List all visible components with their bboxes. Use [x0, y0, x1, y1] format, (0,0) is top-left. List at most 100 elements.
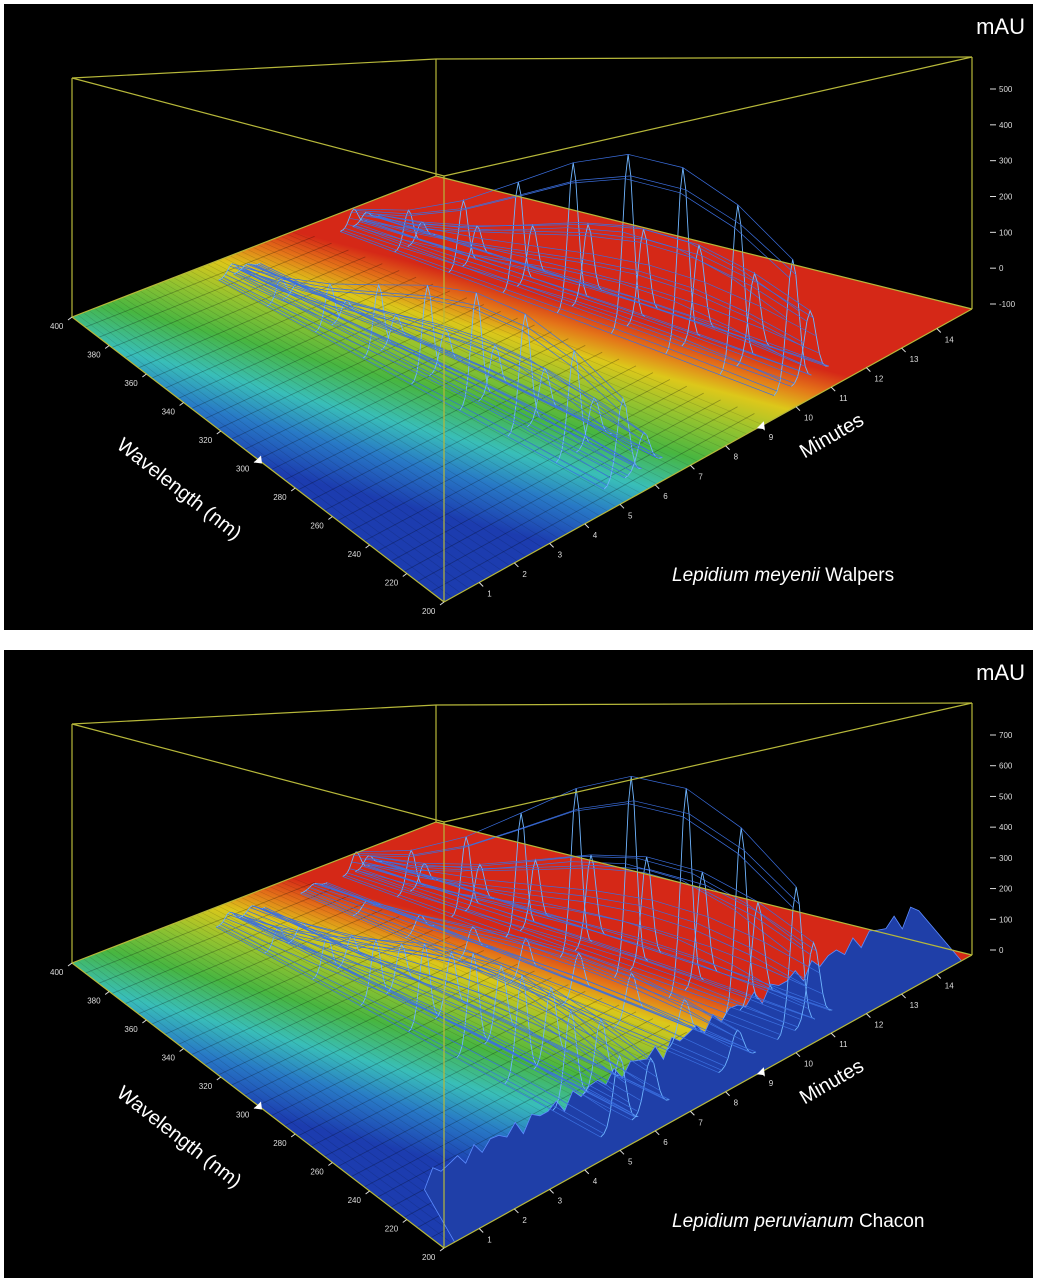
wavelength-tick-label: 200 — [422, 607, 436, 616]
wavelength-gridline — [85, 236, 315, 328]
wavelength-cursor-marker — [254, 1101, 262, 1110]
wavelength-tick — [179, 1048, 184, 1052]
wavelength-tick-label: 400 — [50, 968, 64, 977]
wavelength-gridline — [231, 956, 501, 1086]
minutes-tick — [690, 1110, 695, 1116]
minutes-tick — [690, 464, 695, 470]
wavelength-gridline — [191, 936, 451, 1055]
peak-mesh-line — [235, 272, 629, 476]
z-axis-unit-label: mAU — [976, 660, 1025, 685]
species-caption: Lepidium peruvianum Chacon — [672, 1211, 924, 1233]
species-author: Chacon — [858, 1211, 925, 1232]
wavelength-gridline — [138, 263, 383, 369]
wavelength-gridline — [204, 943, 468, 1066]
wavelength-tick-label: 320 — [199, 1082, 213, 1091]
minutes-tick — [795, 406, 801, 412]
peak-mesh-line — [379, 215, 829, 367]
peak-mesh-line — [356, 223, 798, 378]
minutes-tick-label: 3 — [558, 1196, 563, 1205]
peak-mesh-line — [256, 906, 658, 1078]
wavelength-tick-label: 320 — [199, 436, 213, 445]
wavelength-gridline — [403, 399, 721, 572]
minutes-tick — [901, 993, 906, 999]
minutes-tick-label: 11 — [839, 1040, 848, 1049]
mau-tick-label: 0 — [999, 264, 1004, 273]
mau-tick-label: 0 — [999, 946, 1004, 955]
peak-mesh-line — [251, 263, 651, 445]
peak-mesh-line — [346, 223, 784, 357]
mau-tick-label: 400 — [999, 121, 1013, 130]
time-gridline — [162, 281, 576, 530]
time-gridline — [133, 938, 535, 1199]
chromatogram-peak-3 — [352, 211, 829, 387]
peak-mesh-line — [370, 214, 817, 337]
wavelength-cursor-marker — [254, 455, 262, 464]
wavelength-gridline — [350, 1018, 654, 1178]
chart-panel-top: 1 2 3 4 5 6 7 8 9 10 11 12 13 14 400 380 360 340 320 300 280… — [4, 4, 1033, 630]
peak-mesh-line — [344, 874, 781, 1036]
peak-mesh-line — [366, 220, 812, 376]
peak-mesh-line — [238, 917, 633, 1121]
wavelength-tick-label: 260 — [310, 522, 324, 531]
peak-mesh-line — [372, 215, 820, 354]
time-gridline — [195, 268, 625, 503]
minutes-tick — [901, 347, 906, 353]
wavelength-gridline — [111, 249, 349, 348]
wavelength-tick — [216, 1076, 222, 1081]
time-gridline — [229, 255, 674, 476]
mau-tick-label: 200 — [999, 193, 1013, 202]
time-gridline — [145, 288, 551, 544]
peak-mesh-line — [353, 803, 794, 908]
wavelength-gridline — [337, 365, 637, 521]
minutes-tick — [619, 1149, 625, 1155]
wavelength-tick — [328, 516, 333, 520]
wavelength-gridline — [111, 895, 349, 994]
bounding-box-edge — [71, 704, 437, 725]
time-gridline — [145, 934, 551, 1190]
time-gridline — [286, 233, 756, 430]
peak-mesh-line — [360, 218, 803, 347]
wavelength-gridline — [231, 310, 501, 440]
minutes-tick — [478, 582, 484, 587]
time-gridline — [280, 235, 747, 435]
wavelength-gridline — [257, 324, 535, 460]
peak-mesh-line — [354, 225, 795, 384]
wavelength-tick — [67, 316, 73, 321]
minutes-tick — [795, 1052, 801, 1058]
wavelength-tick-label: 380 — [87, 997, 101, 1006]
peak-mesh-line — [360, 856, 803, 947]
front-blue-ridge — [424, 906, 963, 1243]
peak-mesh-line — [342, 229, 778, 392]
wavelength-tick — [104, 991, 110, 995]
minutes-tick — [830, 386, 836, 392]
peak-mesh-line — [368, 854, 814, 943]
time-gridline — [291, 231, 764, 426]
peak-mesh-line — [318, 883, 744, 1042]
minutes-tick — [725, 445, 730, 451]
wavelength-tick — [290, 487, 296, 492]
bounding-box-edge — [71, 175, 437, 318]
peak-mesh-line — [358, 214, 800, 312]
wavelength-gridline — [244, 963, 518, 1096]
minutes-tick — [654, 1130, 660, 1136]
time-gridline — [94, 308, 477, 585]
peak-mesh-line — [247, 910, 645, 1085]
wavelength-gridline — [124, 902, 366, 1005]
peak-mesh-line — [364, 220, 809, 375]
peak-mesh-line — [237, 271, 632, 472]
mau-tick-label: 100 — [999, 228, 1013, 237]
wavelength-gridline — [350, 372, 654, 532]
minutes-tick-label: 8 — [734, 1099, 739, 1108]
peak-mesh-line — [352, 226, 792, 387]
mau-tick-label: 500 — [999, 85, 1013, 94]
wavelength-gridline — [178, 283, 434, 399]
bounding-box-edge — [71, 821, 437, 964]
mau-tick-label: 700 — [999, 731, 1013, 740]
species-author: Walpers — [825, 565, 895, 586]
wavelength-tick-label: 220 — [385, 1225, 399, 1234]
time-gridline — [105, 303, 494, 575]
wavelength-gridline — [85, 882, 315, 974]
wavelength-tick — [365, 544, 370, 549]
minutes-tick-label: 12 — [874, 375, 883, 384]
peak-mesh-line — [220, 924, 608, 1128]
